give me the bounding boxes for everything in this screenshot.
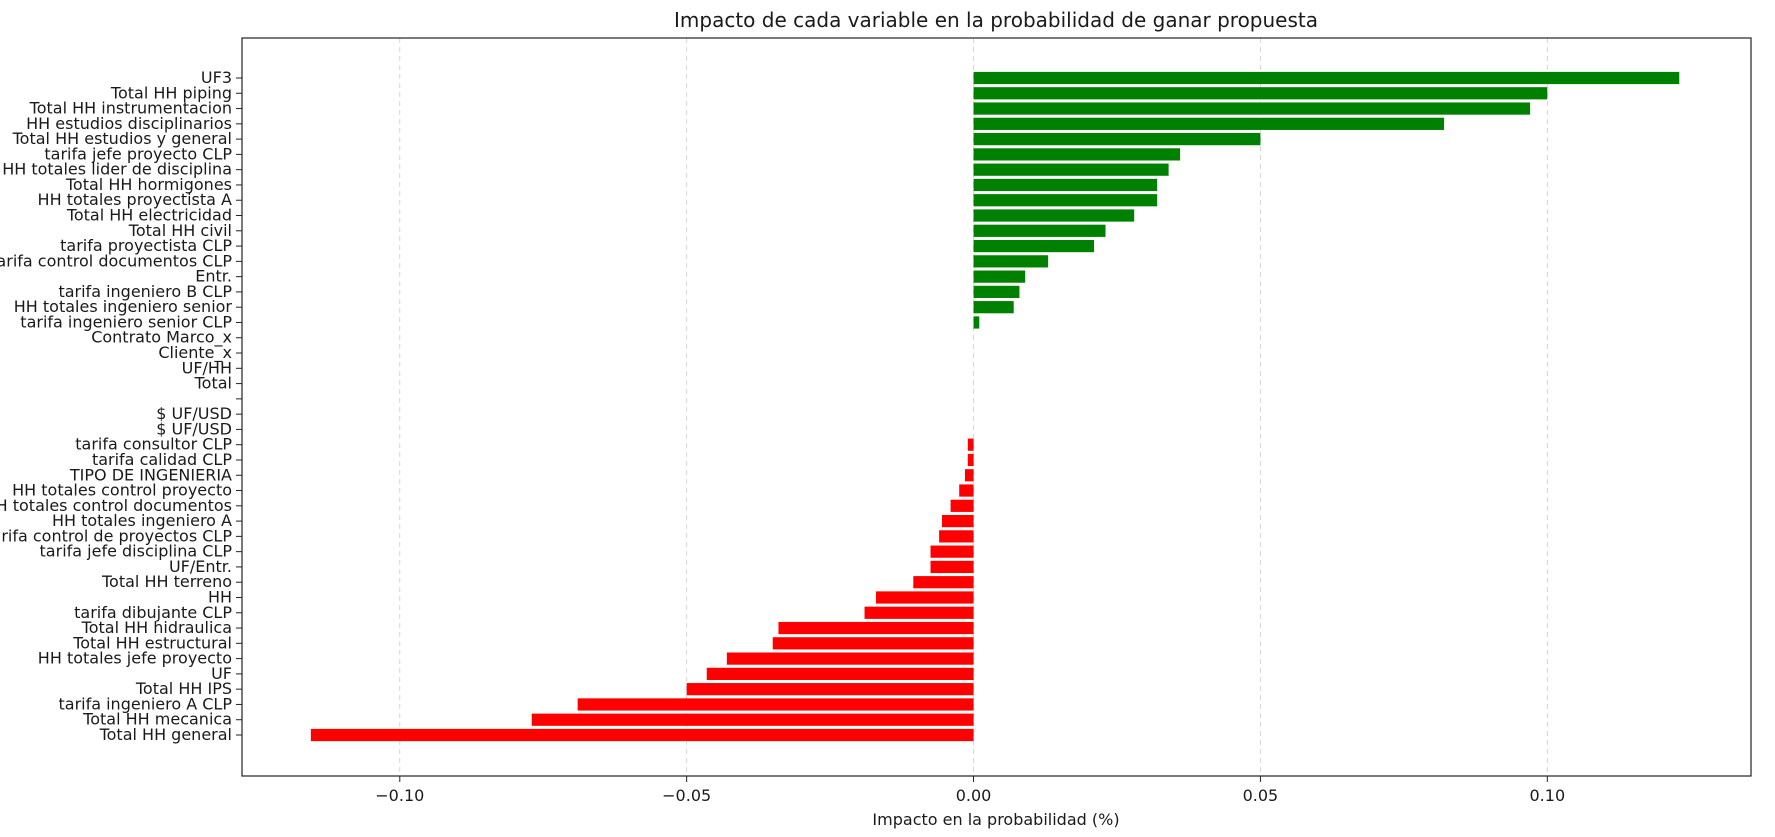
bar — [577, 698, 974, 711]
bar — [913, 576, 974, 589]
bar — [973, 194, 1158, 207]
y-tick-label: tarifa control documentos CLP — [0, 251, 232, 270]
y-tick-label: tarifa ingeniero A CLP — [58, 694, 232, 713]
y-tick-label: HH totales ingeniero A — [52, 511, 232, 530]
bar — [973, 163, 1169, 176]
bar — [973, 178, 1158, 192]
y-tick-label: HH totales lider de disciplina — [2, 160, 232, 179]
y-tick-label: Contrato Marco_x — [91, 328, 232, 348]
bar — [939, 530, 974, 543]
y-tick-label: tarifa control de proyectos CLP — [0, 526, 232, 545]
bar — [973, 71, 1680, 85]
bar — [973, 301, 1014, 314]
y-tick-label: Total HH hidraulica — [81, 618, 232, 637]
bar — [973, 270, 1026, 283]
bar — [531, 713, 974, 726]
bar — [973, 87, 1548, 100]
bar — [973, 148, 1181, 161]
bar — [864, 606, 974, 619]
bar — [973, 209, 1135, 222]
y-tick-label: HH estudios disciplinarios — [26, 114, 232, 133]
y-tick-label: Entr. — [195, 267, 232, 286]
bar — [973, 224, 1106, 237]
bar — [973, 285, 1020, 299]
bar — [941, 514, 974, 528]
y-tick-label: tarifa calidad CLP — [92, 450, 232, 469]
bar — [973, 255, 1049, 268]
bar — [930, 545, 974, 558]
x-tick-label: −0.10 — [375, 786, 424, 805]
bar — [778, 621, 974, 635]
bar — [310, 728, 974, 742]
bar — [950, 499, 974, 512]
bar — [964, 469, 974, 482]
x-tick-label: −0.05 — [662, 786, 711, 805]
bar — [973, 102, 1531, 115]
chart-title: Impacto de cada variable en la probabili… — [674, 8, 1318, 32]
y-tick-label: Cliente_x — [158, 343, 232, 363]
y-tick-label: HH totales control proyecto — [12, 481, 232, 500]
y-tick-label: Total HH estudios y general — [12, 129, 232, 148]
y-tick-label: $ UF/USD — [156, 404, 232, 423]
x-tick-label: 0.00 — [956, 786, 992, 805]
x-axis-ticks: −0.10 −0.05 0.00 0.05 0.10 — [375, 776, 1565, 805]
y-tick-label: tarifa consultor CLP — [75, 435, 232, 454]
y-tick-label: HH totales control documentos — [0, 496, 232, 515]
y-tick-label: HH totales jefe proyecto — [38, 649, 232, 668]
bar — [930, 560, 974, 574]
bar — [973, 133, 1261, 146]
y-tick-label: UF/HH — [182, 358, 232, 377]
y-tick-label: Total HH hormigones — [65, 175, 232, 194]
y-tick-label: Total HH IPS — [135, 679, 232, 698]
y-tick-label: HH — [208, 587, 232, 606]
y-tick-label: Total HH estructural — [72, 633, 232, 652]
bars — [310, 71, 1680, 742]
y-tick-label: tarifa jefe proyecto CLP — [44, 144, 232, 163]
bar — [967, 453, 974, 467]
y-tick-label: UF3 — [201, 68, 232, 87]
plot-frame — [241, 37, 1752, 777]
y-tick-label: $ UF/USD — [156, 419, 232, 438]
y-tick-label: Total HH piping — [110, 83, 232, 102]
bar — [726, 652, 974, 665]
bar — [973, 316, 980, 329]
bar — [967, 438, 974, 451]
x-tick-label: 0.05 — [1243, 786, 1279, 805]
y-tick-label: tarifa proyectista CLP — [60, 236, 232, 255]
y-tick-label: TIPO DE INGENIERIA — [69, 465, 232, 484]
x-axis-label: Impacto en la probabilidad (%) — [872, 810, 1119, 829]
bar — [772, 637, 974, 650]
bar — [876, 591, 974, 604]
bar — [959, 484, 974, 497]
bar — [686, 683, 974, 696]
y-tick-label: tarifa jefe disciplina CLP — [40, 542, 233, 561]
y-tick-label: Total HH electricidad — [66, 206, 232, 225]
x-tick-label: 0.10 — [1530, 786, 1566, 805]
y-tick-label: Total HH terreno — [101, 572, 232, 591]
y-tick-label: UF/Entr. — [169, 557, 232, 576]
bar — [973, 117, 1445, 130]
y-tick-label: Total HH mecanica — [82, 710, 232, 729]
y-tick-label: tarifa dibujante CLP — [74, 603, 232, 622]
y-tick-label: Total HH instrumentacion — [29, 99, 232, 118]
y-tick-label: Total — [194, 374, 232, 393]
y-tick-label: tarifa ingeniero B CLP — [58, 282, 232, 301]
y-tick-label: HH totales ingeniero senior — [14, 297, 233, 316]
y-tick-label: Total HH general — [99, 725, 232, 744]
bar — [973, 239, 1095, 253]
y-tick-label: tarifa ingeniero senior CLP — [20, 312, 232, 331]
y-tick-label: Total HH civil — [128, 221, 232, 240]
y-tick-label: HH totales proyectista A — [38, 190, 233, 209]
y-tick-label: UF — [211, 664, 232, 683]
bar — [706, 667, 974, 680]
